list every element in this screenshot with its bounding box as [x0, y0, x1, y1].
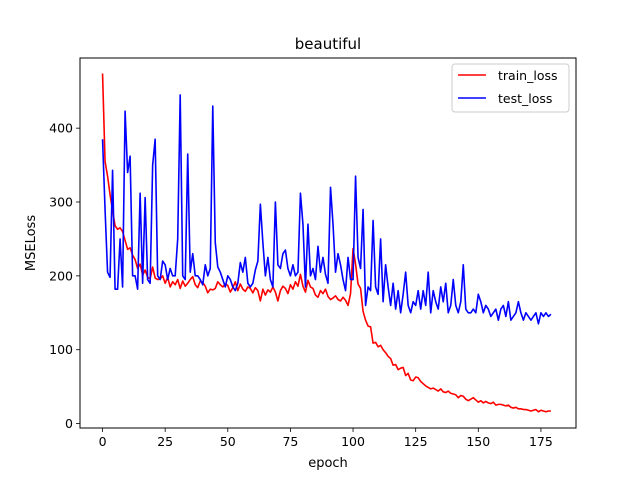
series-line-test-loss [101, 94, 552, 325]
y-tick-label: 100 [49, 342, 73, 357]
y-axis-ticks: 0 100 200 300 400 [49, 121, 80, 431]
chart-title: beautiful [295, 35, 361, 53]
y-axis-label: MSELoss [24, 215, 39, 271]
axes-frame [79, 57, 577, 429]
legend-box [451, 63, 570, 113]
x-tick-label: 150 [466, 434, 490, 449]
x-tick-label: 175 [529, 434, 553, 449]
x-tick-label: 25 [157, 434, 173, 449]
legend-label-train-loss: train_loss [498, 68, 558, 83]
x-tick-label: 0 [99, 434, 107, 449]
x-axis-ticks: 0 25 50 75 100 125 150 175 [99, 428, 553, 449]
y-tick-label: 400 [49, 121, 73, 136]
x-axis-label: epoch [308, 456, 348, 471]
x-tick-label: 125 [404, 434, 428, 449]
series-line-train-loss [101, 73, 551, 413]
x-tick-label: 100 [341, 434, 365, 449]
y-tick-label: 200 [49, 268, 73, 283]
y-tick-label: 0 [65, 416, 73, 431]
legend-label-test-loss: test_loss [498, 91, 552, 106]
legend: train_loss test_loss [451, 63, 570, 113]
x-tick-label: 50 [220, 434, 236, 449]
x-tick-label: 75 [282, 434, 298, 449]
y-tick-label: 300 [49, 195, 73, 210]
plot-area [79, 57, 577, 429]
series-layer [101, 73, 552, 413]
